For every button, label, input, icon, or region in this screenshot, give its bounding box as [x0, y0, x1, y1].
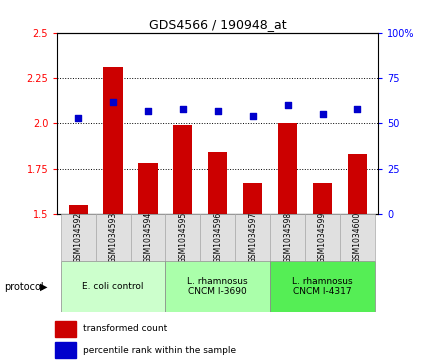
Text: protocol: protocol — [4, 282, 44, 292]
Text: L. rhamnosus
CNCM I-4317: L. rhamnosus CNCM I-4317 — [292, 277, 353, 297]
Text: GSM1034596: GSM1034596 — [213, 212, 222, 264]
Text: GSM1034592: GSM1034592 — [73, 212, 83, 263]
Point — [75, 115, 82, 121]
Bar — [165, 261, 270, 312]
Bar — [165, 214, 200, 261]
Text: GSM1034600: GSM1034600 — [353, 212, 362, 264]
Bar — [270, 214, 305, 261]
Point — [110, 99, 117, 105]
Text: E. coli control: E. coli control — [82, 282, 144, 291]
Bar — [340, 214, 375, 261]
Text: ▶: ▶ — [40, 282, 47, 292]
Point — [249, 113, 256, 119]
Bar — [235, 214, 270, 261]
Text: GSM1034597: GSM1034597 — [248, 212, 257, 264]
Bar — [55, 342, 76, 358]
Bar — [61, 214, 95, 261]
Point — [214, 108, 221, 114]
Bar — [138, 163, 158, 214]
Bar — [55, 321, 76, 337]
Text: percentile rank within the sample: percentile rank within the sample — [83, 346, 236, 355]
Bar — [305, 214, 340, 261]
Text: GSM1034598: GSM1034598 — [283, 212, 292, 263]
Text: GSM1034593: GSM1034593 — [109, 212, 117, 264]
Point — [144, 108, 151, 114]
Point — [284, 102, 291, 108]
Title: GDS4566 / 190948_at: GDS4566 / 190948_at — [149, 19, 286, 32]
Bar — [61, 261, 165, 312]
Bar — [173, 125, 192, 214]
Point — [180, 106, 187, 112]
Bar — [243, 183, 262, 214]
Text: transformed count: transformed count — [83, 324, 168, 333]
Bar — [131, 214, 165, 261]
Bar — [103, 67, 123, 214]
Bar — [95, 214, 131, 261]
Bar — [200, 214, 235, 261]
Text: GSM1034594: GSM1034594 — [143, 212, 153, 264]
Bar — [348, 154, 367, 214]
Bar — [270, 261, 375, 312]
Bar — [278, 123, 297, 214]
Text: GSM1034595: GSM1034595 — [178, 212, 187, 264]
Text: L. rhamnosus
CNCM I-3690: L. rhamnosus CNCM I-3690 — [187, 277, 248, 297]
Point — [354, 106, 361, 112]
Text: GSM1034599: GSM1034599 — [318, 212, 327, 264]
Bar — [208, 152, 227, 214]
Bar — [313, 183, 332, 214]
Point — [319, 111, 326, 117]
Bar — [69, 205, 88, 214]
